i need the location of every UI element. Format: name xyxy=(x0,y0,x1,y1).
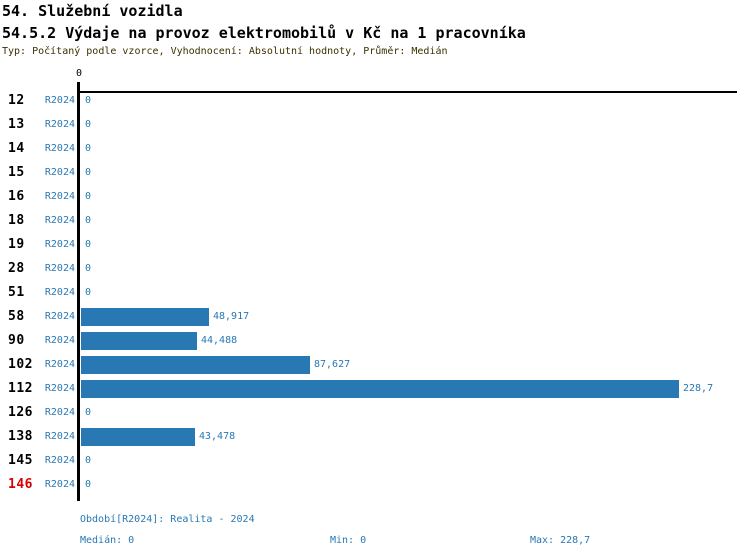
period-label: R2024 xyxy=(44,431,75,442)
bar-row: 90 R2024 44,488 xyxy=(0,329,750,353)
bar-row: 15 R2024 0 xyxy=(0,161,750,185)
period-label: R2024 xyxy=(44,311,75,322)
bar-row: 102 R2024 87,627 xyxy=(0,353,750,377)
period-label: R2024 xyxy=(44,287,75,298)
x-axis-line xyxy=(77,91,737,93)
footer-period-label: Období[R2024]: Realita - 2024 xyxy=(80,514,255,525)
value-label: 0 xyxy=(85,143,92,154)
category-label: 28 xyxy=(8,261,25,276)
category-label: 126 xyxy=(8,405,33,420)
value-label: 0 xyxy=(85,455,92,466)
period-label: R2024 xyxy=(44,383,75,394)
category-label: 13 xyxy=(8,117,25,132)
footer-min-stat: Min: 0 xyxy=(330,535,367,546)
chart-subtitle: Typ: Počítaný podle vzorce, Vyhodnocení:… xyxy=(2,46,448,57)
bar-row: 28 R2024 0 xyxy=(0,257,750,281)
period-label: R2024 xyxy=(44,143,75,154)
category-label: 145 xyxy=(8,453,33,468)
category-label: 51 xyxy=(8,285,25,300)
bar xyxy=(81,380,679,398)
category-label: 102 xyxy=(8,357,33,372)
period-label: R2024 xyxy=(44,359,75,370)
period-label: R2024 xyxy=(44,119,75,130)
value-label: 0 xyxy=(85,239,92,250)
bar-row: 12 R2024 0 xyxy=(0,89,750,113)
period-label: R2024 xyxy=(44,215,75,226)
value-label: 0 xyxy=(85,263,92,274)
value-label: 0 xyxy=(85,167,92,178)
category-label: 146 xyxy=(8,477,33,492)
period-label: R2024 xyxy=(44,407,75,418)
footer-max-stat: Max: 228,7 xyxy=(530,535,591,546)
value-label: 0 xyxy=(85,479,92,490)
category-label: 112 xyxy=(8,381,33,396)
value-label: 0 xyxy=(85,119,92,130)
value-label: 0 xyxy=(85,407,92,418)
value-label: 228,7 xyxy=(683,383,714,394)
category-label: 18 xyxy=(8,213,25,228)
bar-row: 145 R2024 0 xyxy=(0,449,750,473)
category-label: 16 xyxy=(8,189,25,204)
bar xyxy=(81,356,310,374)
bar-row: 146 R2024 0 xyxy=(0,473,750,497)
bar-row: 112 R2024 228,7 xyxy=(0,377,750,401)
value-label: 0 xyxy=(85,191,92,202)
period-label: R2024 xyxy=(44,479,75,490)
period-label: R2024 xyxy=(44,239,75,250)
bar-row: 18 R2024 0 xyxy=(0,209,750,233)
bar xyxy=(81,428,195,446)
bar-row: 138 R2024 43,478 xyxy=(0,425,750,449)
value-label: 43,478 xyxy=(199,431,236,442)
value-label: 0 xyxy=(85,95,92,106)
category-label: 90 xyxy=(8,333,25,348)
bar xyxy=(81,308,209,326)
value-label: 0 xyxy=(85,215,92,226)
category-label: 14 xyxy=(8,141,25,156)
bar-row: 13 R2024 0 xyxy=(0,113,750,137)
period-label: R2024 xyxy=(44,455,75,466)
bar-row: 14 R2024 0 xyxy=(0,137,750,161)
y-axis-line xyxy=(77,82,80,501)
category-label: 138 xyxy=(8,429,33,444)
category-label: 12 xyxy=(8,93,25,108)
value-label: 0 xyxy=(85,287,92,298)
x-axis-zero-tick-label: 0 xyxy=(76,68,83,79)
bar-row: 51 R2024 0 xyxy=(0,281,750,305)
period-label: R2024 xyxy=(44,167,75,178)
chart-title-line1: 54. Služební vozidla xyxy=(2,2,183,20)
bar-row: 19 R2024 0 xyxy=(0,233,750,257)
bar-row: 126 R2024 0 xyxy=(0,401,750,425)
period-label: R2024 xyxy=(44,95,75,106)
value-label: 87,627 xyxy=(314,359,351,370)
period-label: R2024 xyxy=(44,335,75,346)
category-label: 19 xyxy=(8,237,25,252)
footer-median-stat: Medián: 0 xyxy=(80,535,135,546)
value-label: 44,488 xyxy=(201,335,238,346)
value-label: 48,917 xyxy=(213,311,250,322)
category-label: 58 xyxy=(8,309,25,324)
bar-row: 16 R2024 0 xyxy=(0,185,750,209)
bar-rows-container: 12 R2024 0 13 R2024 0 14 R2024 0 15 R2024 0 16 R2024 0… xyxy=(0,89,750,497)
bar xyxy=(81,332,197,350)
bar-row: 58 R2024 48,917 xyxy=(0,305,750,329)
chart-title-line2: 54.5.2 Výdaje na provoz elektromobilů v … xyxy=(2,24,526,42)
period-label: R2024 xyxy=(44,191,75,202)
category-label: 15 xyxy=(8,165,25,180)
period-label: R2024 xyxy=(44,263,75,274)
